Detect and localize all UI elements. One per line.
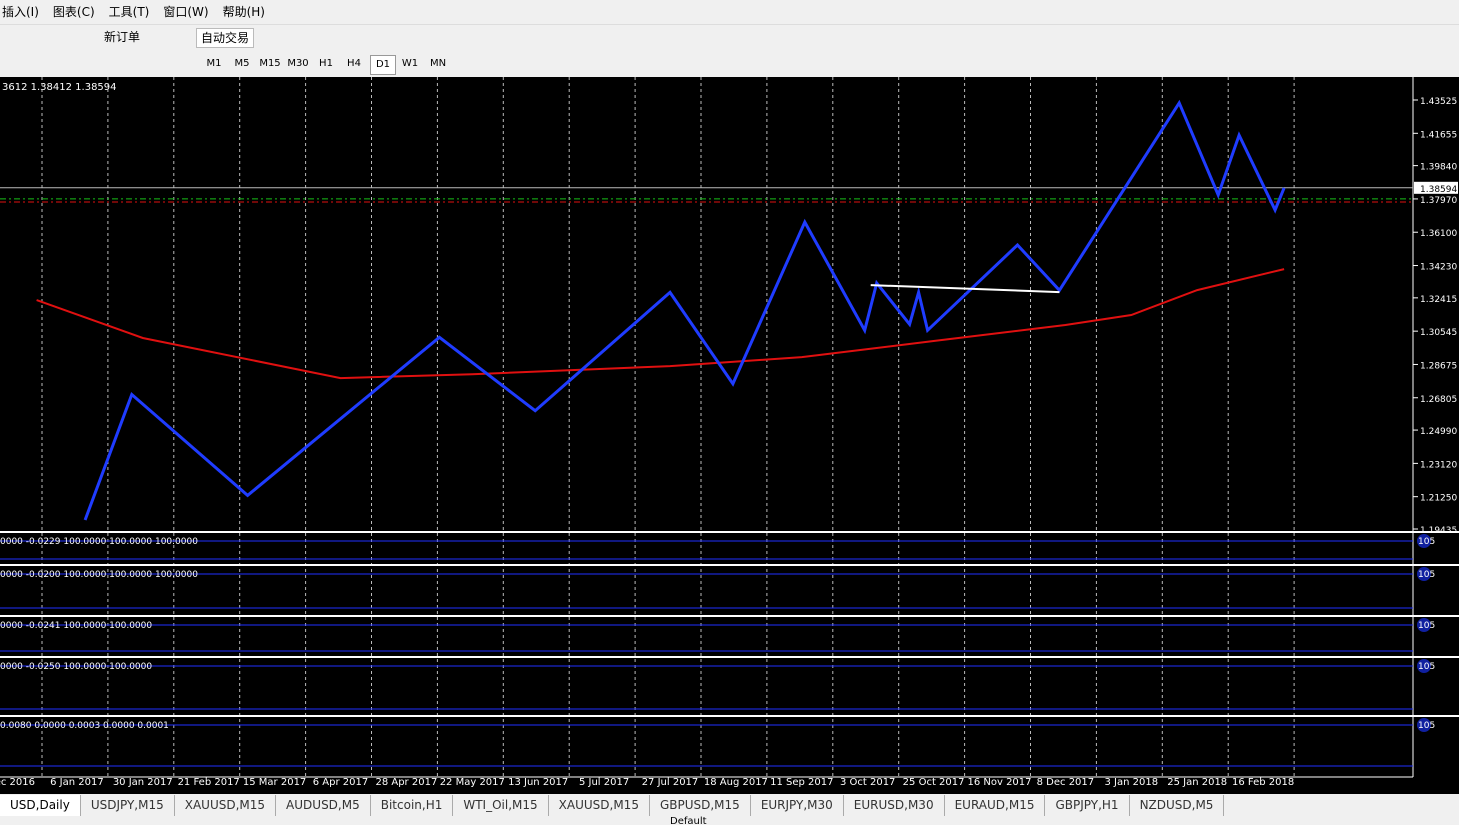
current-price-label: 1.38594 xyxy=(1420,185,1457,195)
chart-tab[interactable]: XAUUSD,M15 xyxy=(549,795,650,816)
chart-tab[interactable]: AUDUSD,M5 xyxy=(276,795,371,816)
date-label: 8 Dec 2017 xyxy=(1037,777,1095,788)
date-label: 6 Jan 2017 xyxy=(50,777,104,788)
chart-tab[interactable]: EURJPY,M30 xyxy=(751,795,844,816)
indicator-level: 105 xyxy=(1418,621,1435,631)
date-label: 6 Apr 2017 xyxy=(313,777,368,788)
menu-item[interactable]: 帮助(H) xyxy=(222,5,265,19)
timeframe-button[interactable]: H1 xyxy=(319,58,333,69)
level-badge xyxy=(1417,618,1431,632)
timeframe-button[interactable]: M1 xyxy=(206,58,222,69)
indicator-values: 0.0080 0.0000 0.0003 0.0000 0.0001 xyxy=(0,721,169,731)
timeframe-button[interactable]: MN xyxy=(429,58,447,69)
price-label: 1.26805 xyxy=(1420,395,1457,405)
indicator-level: 105 xyxy=(1418,662,1435,672)
chart-tab[interactable]: USDJPY,M15 xyxy=(81,795,175,816)
price-label: 1.28675 xyxy=(1420,361,1457,371)
indicator-values: 0000 -0.0229 100.0000 100.0000 100.0000 xyxy=(0,537,198,547)
timeframe-button[interactable]: W1 xyxy=(401,58,419,69)
level-badge xyxy=(1417,659,1431,673)
price-label: 1.32415 xyxy=(1420,295,1457,305)
menu-bar: 插入(I) 图表(C) 工具(T) 窗口(W) 帮助(H) xyxy=(0,0,1459,22)
chart-tab[interactable]: WTI_Oil,M15 xyxy=(453,795,549,816)
menu-item[interactable]: 工具(T) xyxy=(108,5,150,19)
date-label: 21 Feb 2017 xyxy=(178,777,240,788)
chart-tab[interactable]: USD,Daily xyxy=(0,795,81,816)
auto-trade-button[interactable]: 自动交易 xyxy=(196,28,255,48)
price-label: 1.39840 xyxy=(1420,163,1457,173)
status-text: Default xyxy=(670,816,707,825)
chart-tab[interactable]: XAUUSD,M15 xyxy=(175,795,277,816)
date-label: 25 Jan 2018 xyxy=(1167,777,1227,788)
date-label: 18 Aug 2017 xyxy=(704,777,768,788)
date-label: 16 Nov 2017 xyxy=(967,777,1031,788)
date-label: 3 Jan 2018 xyxy=(1105,777,1159,788)
date-label: 22 May 2017 xyxy=(440,777,505,788)
price-label: 1.24990 xyxy=(1420,427,1457,437)
chart-tab[interactable]: GBPJPY,H1 xyxy=(1045,795,1130,816)
moving-average xyxy=(36,268,1285,380)
trend-line xyxy=(870,284,1060,294)
timeframe-button[interactable]: M5 xyxy=(234,58,250,69)
date-label: 15 Mar 2017 xyxy=(243,777,306,788)
date-label: 25 Oct 2017 xyxy=(903,777,965,788)
menu-item[interactable]: 图表(C) xyxy=(52,5,95,19)
tab-bar: USD,Daily USDJPY,M15 XAUUSD,M15 AUDUSD,M5 Bi… xyxy=(0,795,1459,816)
chart-tab[interactable]: Bitcoin,H1 xyxy=(371,795,454,816)
price-label: 1.37970 xyxy=(1420,196,1457,206)
chart-background xyxy=(0,77,1459,794)
timeframe-bar: M1 M5 M15 M30 H1 H4 D1 W1 MN xyxy=(0,50,1459,76)
timeframe-button[interactable]: M30 xyxy=(287,58,309,69)
zigzag-line xyxy=(83,99,1286,521)
indicator-values: 0000 -0.0200 100.0000 100.0000 100.0000 xyxy=(0,570,198,580)
indicator-values: 0000 -0.0250 100.0000 100.0000 xyxy=(0,662,152,672)
indicator-level: 105 xyxy=(1418,570,1435,580)
menu-item[interactable]: 窗口(W) xyxy=(163,5,209,19)
level-badge xyxy=(1417,534,1431,548)
chart-tab[interactable]: GBPUSD,M15 xyxy=(650,795,751,816)
indicator-values: 0000 -0.0241 100.0000 100.0000 xyxy=(0,621,152,631)
price-label: 1.30545 xyxy=(1420,328,1457,338)
price-label: 1.21250 xyxy=(1420,494,1457,504)
price-label: 1.43525 xyxy=(1420,97,1457,107)
timeframe-button[interactable]: M15 xyxy=(259,58,281,69)
date-label: 30 Jan 2017 xyxy=(113,777,173,788)
ohlc-text: 3612 1.38412 1.38594 xyxy=(2,82,117,93)
current-price-box xyxy=(1414,181,1458,194)
date-label: 11 Sep 2017 xyxy=(770,777,833,788)
price-label: 1.34230 xyxy=(1420,263,1457,273)
timeframe-button[interactable]: H4 xyxy=(347,58,361,69)
price-label: 1.36100 xyxy=(1420,229,1457,239)
indicator-level: 105 xyxy=(1418,537,1435,547)
date-label: 28 Apr 2017 xyxy=(375,777,437,788)
date-label: 3 Oct 2017 xyxy=(840,777,895,788)
new-order-button[interactable]: 新订单 xyxy=(104,30,141,44)
chart-tab[interactable]: EURAUD,M15 xyxy=(945,795,1046,816)
menu-item[interactable]: 插入(I) xyxy=(2,5,39,19)
level-badge xyxy=(1417,567,1431,581)
status-bar: Default xyxy=(0,816,1459,825)
chart-tab[interactable]: EURUSD,M30 xyxy=(844,795,945,816)
indicator-level: 105 xyxy=(1418,721,1435,731)
level-badge xyxy=(1417,718,1431,732)
chart-area: 3612 1.38412 1.38594 1.43525 1.41655 1.398… xyxy=(0,77,1459,794)
date-label: 5 Jul 2017 xyxy=(579,777,629,788)
toolbar: 新订单 自动交易 xyxy=(0,24,1459,49)
date-label: 13 Jun 2017 xyxy=(508,777,568,788)
chart-tab[interactable]: NZDUSD,M5 xyxy=(1130,795,1225,816)
price-label: 1.41655 xyxy=(1420,130,1457,140)
price-label: 1.23120 xyxy=(1420,460,1457,470)
date-label: 27 Jul 2017 xyxy=(642,777,699,788)
timeframe-button[interactable]: D1 xyxy=(370,55,396,75)
date-label: Dec 2016 xyxy=(0,777,35,788)
date-label: 16 Feb 2018 xyxy=(1232,777,1294,788)
